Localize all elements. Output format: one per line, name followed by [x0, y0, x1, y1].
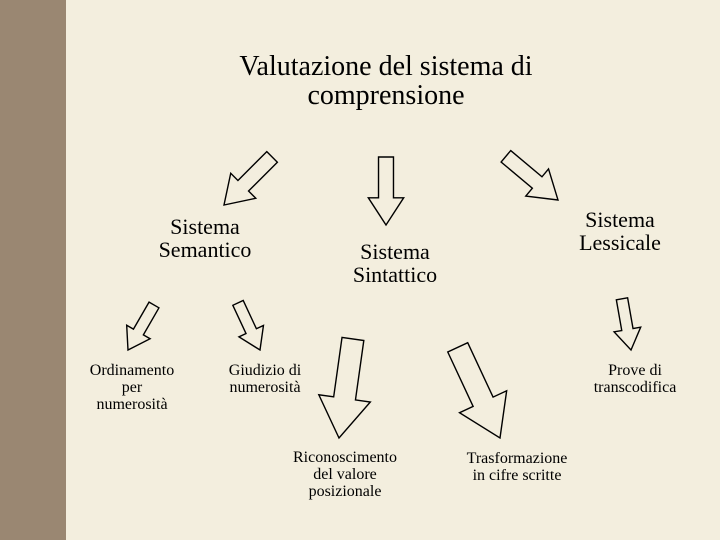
node-trasformazione: Trasformazione in cifre scritte — [447, 451, 587, 485]
block-arrow — [495, 143, 570, 214]
label-line: numerosità — [229, 379, 300, 396]
label-line: Lessicale — [579, 230, 661, 255]
title-line-2: comprensione — [307, 80, 464, 111]
diagram-title: Valutazione del sistema di comprensione — [206, 52, 566, 111]
node-sistema-sintattico: Sistema Sintattico — [320, 240, 470, 286]
label-line: Sintattico — [353, 262, 437, 287]
node-riconoscimento: Riconoscimento del valore posizionale — [275, 450, 415, 500]
label-line: per — [122, 379, 142, 396]
label-line: in cifre scritte — [473, 467, 562, 484]
block-arrow — [609, 296, 645, 352]
block-arrow — [116, 298, 165, 357]
label-line: Sistema — [360, 239, 430, 264]
label-line: Giudizio di — [229, 362, 301, 379]
block-arrow — [368, 157, 403, 225]
block-arrow — [226, 297, 272, 356]
label-line: Prove di — [608, 362, 662, 379]
label-line: Sistema — [585, 207, 655, 232]
label-line: Trasformazione — [467, 450, 568, 467]
label-line: transcodifica — [594, 379, 677, 396]
node-sistema-semantico: Sistema Semantico — [130, 215, 280, 261]
node-transcodifica: Prove di transcodifica — [575, 363, 695, 397]
diagram-canvas: Valutazione del sistema di comprensione … — [0, 0, 720, 540]
title-line-1: Valutazione del sistema di — [239, 51, 532, 82]
label-line: Semantico — [159, 237, 252, 262]
node-giudizio: Giudizio di numerosità — [210, 363, 320, 397]
label-line: posizionale — [309, 483, 382, 500]
node-sistema-lessicale: Sistema Lessicale — [545, 208, 695, 254]
label-line: del valore — [313, 466, 377, 483]
node-ordinamento: Ordinamento per numerosità — [72, 363, 192, 413]
block-arrow — [211, 144, 284, 217]
block-arrow — [313, 335, 378, 441]
label-line: Ordinamento — [90, 362, 174, 379]
label-line: Riconoscimento — [293, 449, 397, 466]
block-arrow — [434, 336, 523, 449]
label-line: Sistema — [170, 214, 240, 239]
label-line: numerosità — [96, 396, 167, 413]
